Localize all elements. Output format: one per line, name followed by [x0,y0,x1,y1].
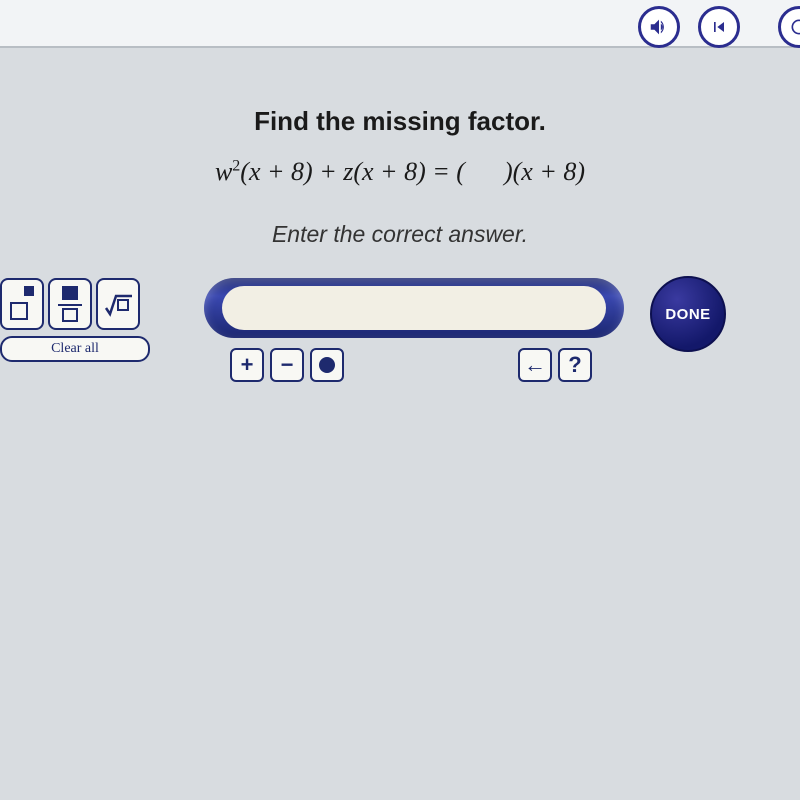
minus-button[interactable]: − [270,348,304,382]
answer-input-container [204,278,624,338]
clear-all-button[interactable]: Clear all [0,336,150,362]
sound-icon[interactable] [638,6,680,48]
dot-button[interactable] [310,348,344,382]
exponent-button[interactable] [0,278,44,330]
operator-buttons-right: ← ? [518,348,592,382]
extra-icon[interactable] [778,6,800,48]
question-subtitle: Enter the correct answer. [0,221,800,248]
dot-icon [319,357,335,373]
plus-button[interactable]: + [230,348,264,382]
symbol-palette: Clear all [0,278,150,362]
answer-input[interactable] [222,286,606,330]
done-button[interactable]: DONE [650,276,726,352]
question-math: w2(x + 8) + z(x + 8) = ( )(x + 8) [0,157,800,187]
input-toolbar-row: Clear all + − ← ? DONE [0,278,800,398]
question-area: Find the missing factor. w2(x + 8) + z(x… [0,48,800,398]
top-toolbar [0,0,800,48]
operator-buttons-left: + − [230,348,344,382]
question-title: Find the missing factor. [0,106,800,137]
backspace-button[interactable]: ← [518,348,552,382]
help-button[interactable]: ? [558,348,592,382]
sqrt-button[interactable] [96,278,140,330]
rewind-icon[interactable] [698,6,740,48]
fraction-button[interactable] [48,278,92,330]
